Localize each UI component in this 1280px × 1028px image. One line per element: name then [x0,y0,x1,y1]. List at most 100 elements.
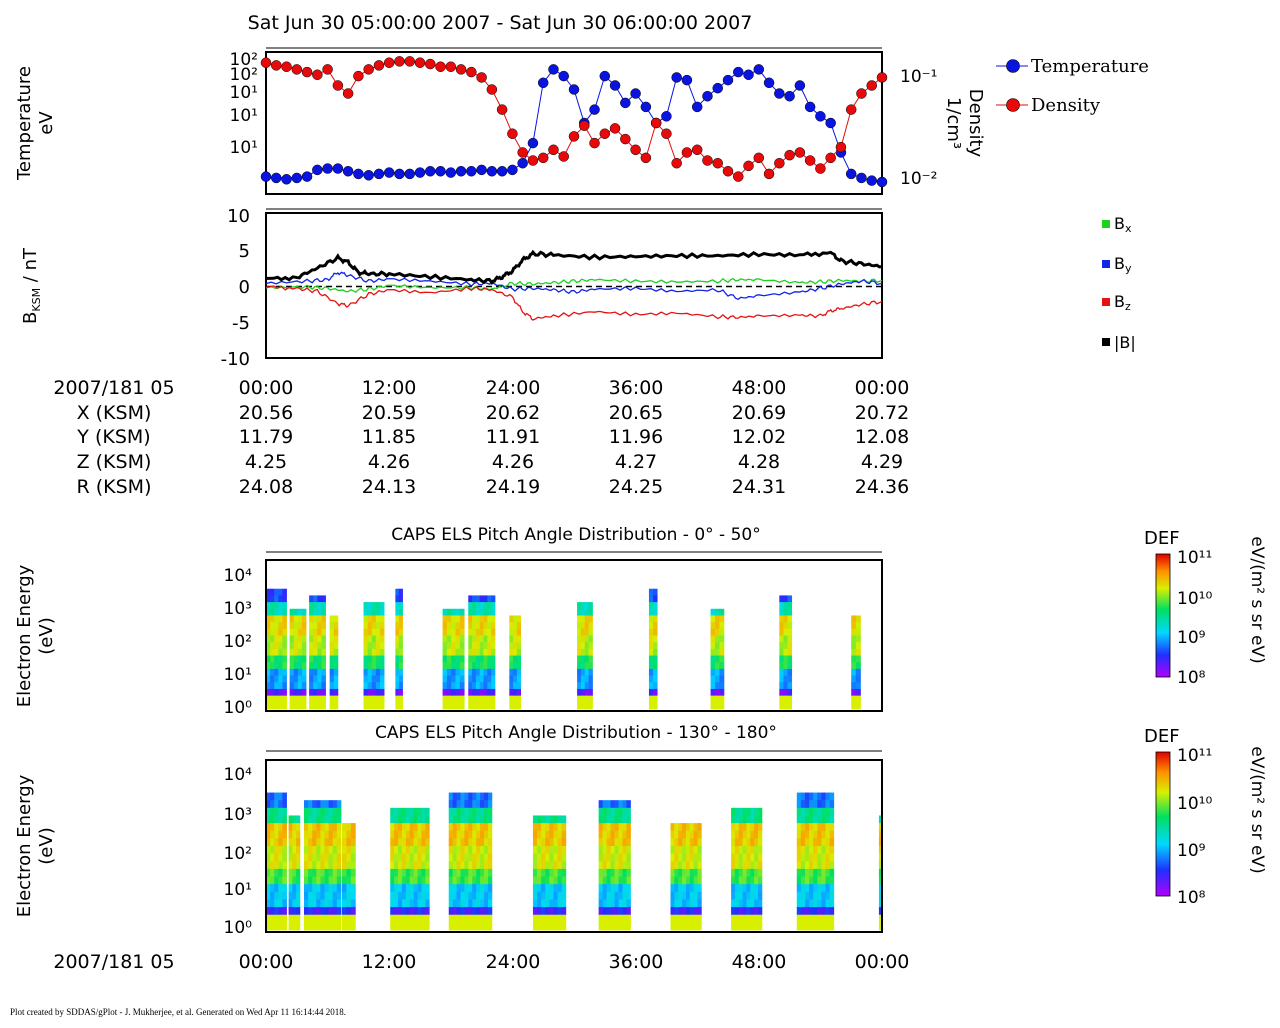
spectrogram-cell [817,876,822,885]
spectrogram-cell [480,815,485,824]
spectrogram-cell [459,615,465,623]
spectrogram-cell [580,655,586,663]
spectrogram-cell [329,668,335,676]
spectrogram-cell [442,655,448,663]
spectrogram-cell [278,702,283,710]
spectrogram-cell [452,868,457,877]
spectrogram-cell [468,668,473,676]
spectrogram-cell [714,648,720,656]
spectrogram-cell [363,668,369,676]
spectrogram-cell [379,628,385,636]
spectrogram-cell [813,861,818,870]
spectrogram-cell [446,688,452,697]
spectrogram-cell [401,846,407,855]
spectrogram-cell [293,635,299,643]
spectrogram-cell [421,823,426,832]
spectrogram-cell [405,868,411,877]
spectrogram-cell [401,907,407,916]
spectrogram-cell [614,838,619,847]
spectrogram-cell [855,628,861,636]
spectrogram-cell [648,622,654,630]
density-point [414,57,426,68]
spectrogram-cell [324,868,330,877]
spectrogram-cell [714,608,720,616]
spectrogram-cell [731,838,736,847]
spectrogram-cell [549,823,554,832]
spectrogram-cell [851,688,857,697]
spectrogram-cell [321,682,326,690]
spectrogram-cell [375,615,381,623]
spectrogram-cell [341,922,347,931]
spectrogram-cell [738,891,744,900]
spectrogram-cell [321,655,326,663]
spectrogram-cell [483,688,488,697]
spectrogram-cell [333,695,339,703]
spectrogram-cell [598,884,604,893]
spectrogram-cell [301,635,307,643]
spectrogram-cell [328,846,334,855]
spectrogram-cell [674,914,679,923]
spectrogram-cell [452,861,457,870]
spectrogram-cell [421,868,426,877]
spectrogram-cell [309,595,314,603]
spectrogram-cell [371,608,377,616]
spectrogram-cell [278,655,283,663]
spectrogram-cell [653,608,658,616]
spectrogram-cell [456,922,461,931]
spectrogram-cell [442,668,448,676]
spectrogram-cell [805,815,810,824]
spectrogram-cell [622,861,627,870]
spectrogram-cell [484,907,489,916]
spectrogram-cell [266,602,271,610]
spectrogram-cell [693,922,698,931]
spectrogram-cell [282,602,287,610]
spectrogram-cell [480,899,485,908]
spectrogram-cell [332,868,338,877]
spectrogram-cell [742,861,747,870]
mag-legend: Bx By Bz |B| [1102,214,1136,352]
spectrogram-cell [821,800,826,809]
spectrogram-cell [693,914,698,923]
spectrogram-cell [809,868,814,877]
spectrogram-cell [678,907,683,916]
spectrogram-cell [451,695,456,703]
spectrogram-cell [614,907,619,916]
spectrogram-cell [456,861,461,870]
spectrogram-cell [390,815,395,824]
spectrogram-cell [648,588,654,596]
spectrogram-cell [455,655,461,663]
spectrogram-cell [270,907,275,916]
spectrogram-cell [479,655,484,663]
spectrogram-cell [516,668,522,676]
spectrogram-cell [509,628,514,636]
spectrogram-cell [758,922,763,931]
spectrogram-cell [545,907,550,916]
spectrogram-cell [606,823,611,832]
spectrogram-cell [468,884,473,893]
spectrogram-cell [829,830,835,839]
spectrogram-cell [293,608,299,616]
spectrogram-cell [316,861,321,870]
spectrogram-cell [754,891,759,900]
spectrogram-cell [405,838,411,847]
spectrogram-cell [825,792,831,801]
spectrogram-cell [282,823,287,832]
mag-series-bx [265,277,883,293]
spectrogram-cell [580,615,586,623]
spectrogram-cell [301,608,307,616]
spectrogram-cell [693,899,698,908]
spectrogram-cell [313,615,318,623]
spectrogram-cell [274,675,279,683]
spectrogram-cell [614,853,619,862]
spectrogram-cell [491,608,496,616]
spectrogram-cell [487,922,493,931]
spectrogram-cell [670,853,675,862]
spectrogram-cell [274,792,279,801]
spectrogram-cell [329,655,335,663]
spectrogram-cell [341,876,347,885]
spectrogram-block [289,608,307,710]
spectrogram-cell [442,615,448,623]
spectrogram-cell [296,884,301,893]
spectrogram-cell [270,688,275,697]
spectrogram-cell [282,800,287,809]
